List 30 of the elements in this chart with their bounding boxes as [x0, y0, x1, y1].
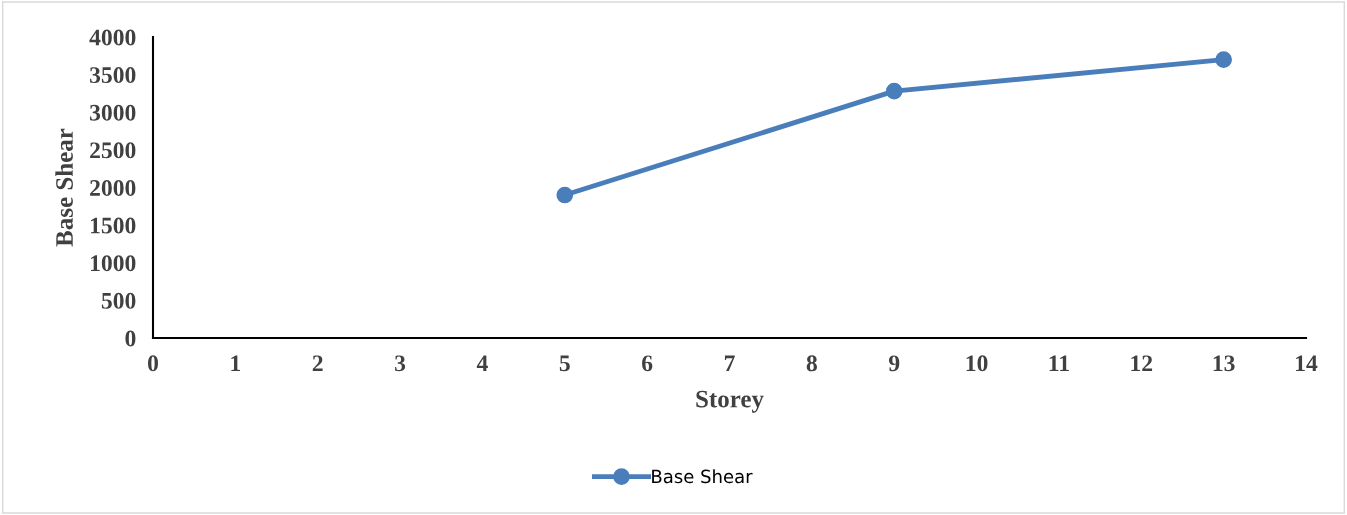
x-tick-label: 13 — [1213, 355, 1235, 372]
y-axis-title: Base Shear — [55, 128, 73, 247]
legend-label: Base Shear — [652, 469, 753, 484]
x-tick-label: 11 — [1049, 355, 1069, 372]
y-tick-label: 2000 — [90, 179, 136, 196]
point — [1215, 51, 1232, 68]
x-tick-label: 7 — [724, 355, 735, 372]
y-tick-label: 3000 — [90, 104, 136, 121]
point — [885, 82, 903, 100]
x-tick-label: 4 — [476, 355, 488, 372]
x-tick-label: 6 — [642, 355, 653, 372]
y-tick-label: 3500 — [90, 67, 136, 84]
y-tick-label: 500 — [101, 292, 136, 309]
x-tick-label: 0 — [148, 355, 158, 372]
y-tick-label: 0 — [125, 330, 136, 347]
x-tick-label: 12 — [1131, 355, 1153, 372]
x-tick-label: 10 — [966, 355, 988, 372]
y-tick-label: 1500 — [91, 217, 136, 234]
point — [556, 186, 574, 204]
x-tick-label: 14 — [1296, 355, 1318, 372]
y-tick-label: 4000 — [89, 29, 136, 46]
x-tick-label: 9 — [888, 355, 900, 372]
x-tick-label: 8 — [806, 355, 817, 372]
y-tick-label: 2500 — [90, 142, 136, 159]
x-tick-label: 1 — [231, 355, 241, 372]
y-tick-label: 1000 — [91, 255, 136, 272]
x-tick-label: 5 — [559, 355, 570, 372]
x-axis-title: Storey — [696, 390, 764, 413]
x-tick-label: 3 — [395, 355, 406, 372]
x-tick-label: 2 — [312, 355, 323, 372]
